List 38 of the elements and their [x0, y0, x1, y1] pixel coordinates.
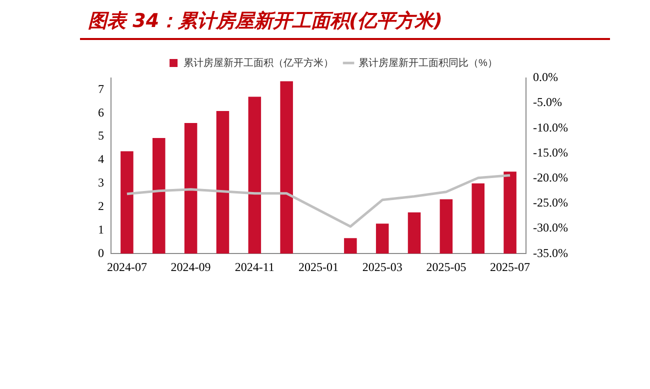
y-tick-label: 0 [98, 246, 104, 260]
bar [120, 151, 134, 254]
y2-tick-label: -35.0% [533, 246, 568, 260]
y2-tick-label: -20.0% [533, 170, 568, 184]
bar [408, 212, 421, 254]
y2-tick-label: -15.0% [533, 145, 568, 160]
bar [248, 96, 262, 254]
x-tick-label: 2025-03 [362, 260, 402, 274]
y-tick-label: 2 [98, 198, 104, 213]
bar [504, 172, 516, 254]
x-tick-label: 2025-05 [426, 260, 466, 274]
x-tick-label: 2024-09 [170, 260, 211, 274]
bar [472, 183, 485, 254]
bar [184, 122, 198, 254]
bar [152, 138, 166, 254]
bar [280, 81, 293, 254]
y2-tick-label: -25.0% [533, 196, 568, 210]
x-tick-label: 2024-07 [106, 260, 147, 274]
y2-tick-label: 0.0% [533, 70, 558, 84]
x-tick-label: 2024-11 [234, 260, 274, 274]
legend-label: 累计房屋新开工面积同比（%） [358, 56, 498, 69]
bar [440, 199, 453, 254]
x-tick-label: 2025-01 [298, 260, 339, 274]
y-tick-label: 4 [98, 152, 104, 166]
legend-label: 累计房屋新开工面积（亿平方米） [184, 56, 334, 69]
y2-tick-label: -30.0% [533, 220, 568, 235]
y2-tick-label: -5.0% [533, 95, 562, 110]
bar [216, 111, 230, 254]
y-tick-label: 6 [98, 105, 104, 120]
bar [376, 224, 389, 254]
y-tick-label: 5 [98, 128, 104, 143]
y-tick-label: 1 [98, 222, 104, 236]
bar [344, 238, 357, 254]
y-tick-label: 7 [98, 82, 104, 96]
chart-title: 图表 34：累计房屋新开工面积(亿平方米) [88, 9, 442, 34]
y-tick-label: 3 [98, 176, 104, 190]
y2-tick-label: -10.0% [533, 120, 568, 134]
x-tick-label: 2025-07 [490, 260, 530, 274]
